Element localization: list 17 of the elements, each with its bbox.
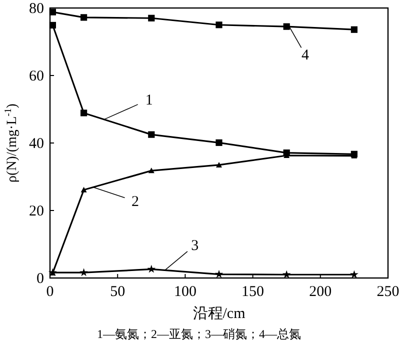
series-label: 4 [302, 48, 310, 64]
y-tick-label: 40 [29, 136, 44, 152]
x-tick-label: 250 [376, 284, 400, 300]
y-tick-label: 20 [29, 204, 44, 220]
y-tick-label: 60 [29, 68, 44, 84]
x-tick-label: 100 [174, 284, 196, 300]
x-tick-label: 150 [242, 284, 264, 300]
legend-label: 2 [132, 194, 140, 210]
x-tick-label: 200 [309, 284, 332, 300]
y-tick-label: 0 [36, 271, 44, 287]
x-axis-title: 沿程/cm [192, 305, 246, 322]
x-tick-label: 50 [110, 284, 126, 300]
y-tick-label: 80 [29, 1, 44, 17]
series-label: 3 [191, 238, 199, 254]
x-tick-label: 0 [46, 284, 54, 300]
text: 1—氨氮；2—亚氮；3—硝氮；4—总氮 [97, 327, 301, 341]
series-label: 1 [145, 92, 153, 108]
